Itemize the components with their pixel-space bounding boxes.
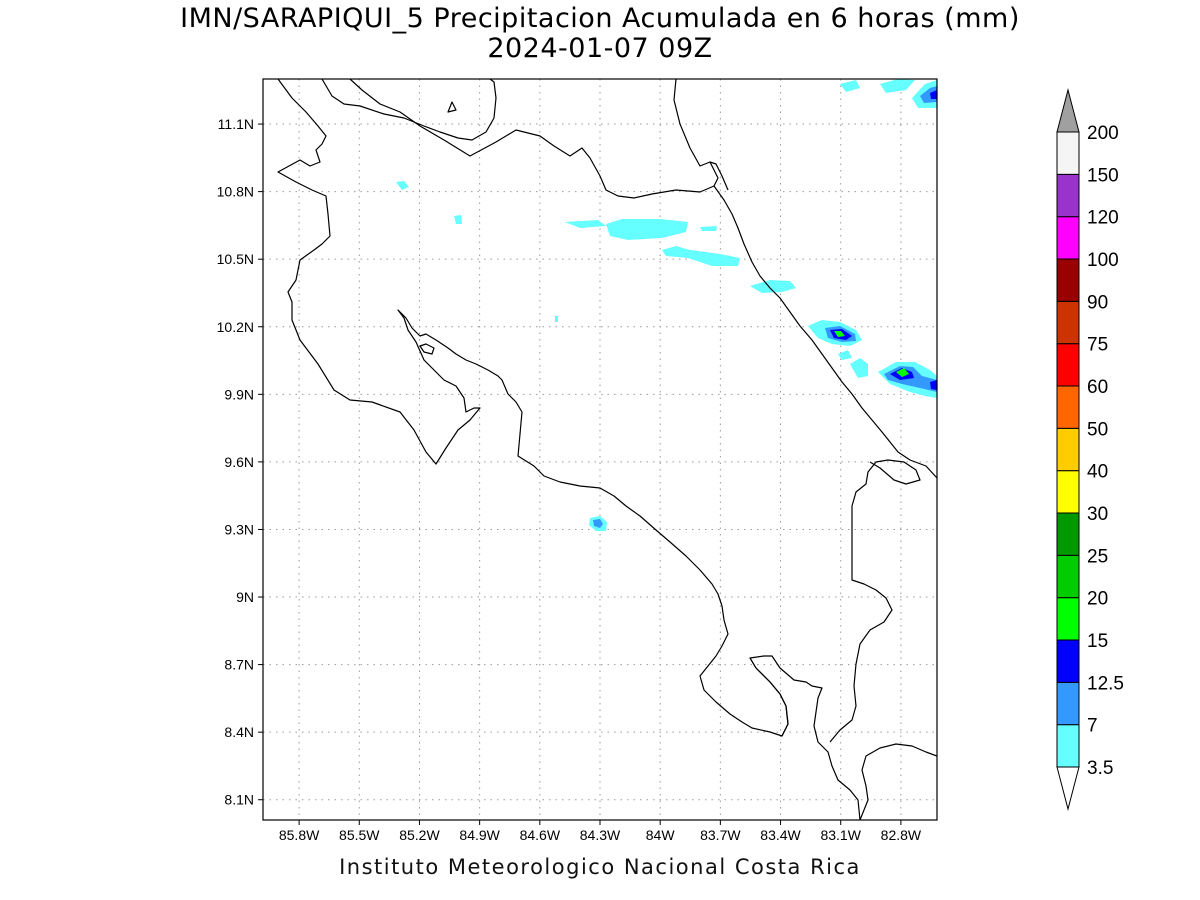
precip-area-7: [593, 519, 603, 528]
panama-coastline: [859, 743, 937, 820]
nicaragua-border: [349, 79, 729, 199]
map-subtitle: 2024-01-07 09Z: [487, 33, 713, 64]
lat-tick-label: 8.7N: [224, 657, 254, 673]
legend-color-box: [1056, 258, 1080, 302]
lat-tick-label: 10.5N: [217, 251, 254, 267]
lon-tick-label: 83.1W: [820, 827, 861, 843]
legend-level-label: 25: [1087, 546, 1108, 567]
precip-area-3.5: [840, 80, 860, 92]
lon-tick-label: 83.4W: [760, 827, 801, 843]
lat-tick-label: 9.9N: [224, 386, 254, 402]
precip-area-3.5: [454, 215, 462, 224]
lat-tick-label: 10.2N: [217, 319, 254, 335]
lat-tick-label: 11.1N: [218, 116, 254, 132]
legend-level-label: 20: [1087, 589, 1108, 610]
lat-tick-label: 8.4N: [224, 724, 254, 740]
lat-tick-label: 8.1N: [224, 792, 254, 808]
legend-color-box: [1056, 173, 1080, 218]
lat-tick-label: 9.3N: [224, 521, 254, 537]
precip-area-3.5: [880, 79, 915, 93]
lon-tick-label: 83.7W: [700, 827, 741, 843]
lat-tick-label: 9N: [236, 589, 254, 605]
caribbean-coastline: [713, 185, 937, 479]
legend-color-box: [1056, 470, 1080, 514]
legend-color-box: [1056, 554, 1080, 599]
precip-area-3.5: [700, 226, 717, 231]
precip-area-15: [896, 368, 909, 377]
legend-top-arrow: [1056, 88, 1080, 133]
legend-level-label: 100: [1087, 250, 1119, 271]
san-juan-river: [673, 79, 711, 167]
precip-area-12.5: [930, 380, 937, 390]
legend-color-box: [1056, 216, 1080, 260]
legend-level-label: 60: [1087, 377, 1108, 398]
map-footer: Instituto Meteorologico Nacional Costa R…: [339, 855, 861, 879]
legend-level-label: 75: [1087, 335, 1108, 356]
legend-color-box: [1056, 385, 1080, 429]
panama-border: [829, 459, 921, 743]
legend-bottom-arrow: [1056, 766, 1080, 811]
legend-color-box: [1056, 343, 1080, 387]
precipitation-areas: [396, 79, 937, 531]
precip-area-3.5: [396, 181, 409, 190]
lon-tick-label: 84.9W: [459, 827, 500, 843]
legend-level-label: 120: [1087, 208, 1119, 229]
lon-tick-label: 85.2W: [399, 827, 440, 843]
lat-tick-label: 10.8N: [217, 184, 254, 200]
lon-tick-label: 85.5W: [339, 827, 380, 843]
coastlines: [277, 79, 937, 820]
legend-level-label: 15: [1087, 631, 1108, 652]
legend-color-box: [1056, 597, 1080, 641]
precip-area-12.5: [930, 90, 937, 99]
precip-area-3.5: [850, 358, 868, 378]
legend-color-box: [1056, 427, 1080, 472]
nicaragua-island: [447, 101, 457, 113]
lon-tick-label: 84.6W: [520, 827, 561, 843]
legend-level-label: 200: [1087, 123, 1119, 144]
lon-tick-label: 82.8W: [881, 827, 922, 843]
precip-area-3.5: [662, 246, 740, 266]
lake-island: [419, 343, 435, 355]
legend-level-label: 30: [1087, 504, 1108, 525]
lon-tick-label: 84.3W: [580, 827, 621, 843]
legend-color-box: [1056, 639, 1080, 683]
latitude-ticks: 11.1N 10.8N 10.5N 10.2N 9.9N 9.6N 9.3N 9N 8.7N 8.…: [217, 116, 263, 808]
longitude-ticks: 85.8W 85.5W 85.2W 84.9W 84.6W 84.3W 84W 83.7W 83…: [279, 820, 922, 843]
legend-level-label: 12.5: [1087, 673, 1124, 694]
legend-color-box: [1056, 512, 1080, 556]
legend-level-label: 90: [1087, 292, 1108, 313]
lon-tick-label: 85.8W: [279, 827, 320, 843]
pacific-coastline: [277, 79, 861, 820]
precip-area-15: [834, 331, 845, 337]
precip-area-3.5: [565, 220, 606, 228]
pacific-coastline-osa: [749, 657, 789, 737]
map-grid: [263, 79, 937, 820]
color-legend: 3.5 7 12.5 15 20 25 30 40 50 60 75 90 100 120 150 200: [1056, 88, 1124, 811]
legend-color-box: [1056, 724, 1080, 768]
legend-level-label: 3.5: [1087, 758, 1113, 779]
legend-level-label: 40: [1087, 462, 1108, 483]
lat-tick-label: 9.6N: [224, 454, 254, 470]
legend-level-label: 150: [1087, 165, 1119, 186]
legend-level-label: 50: [1087, 419, 1108, 440]
legend-level-label: 7: [1087, 716, 1098, 737]
precip-area-3.5: [750, 280, 796, 293]
lon-tick-label: 84W: [646, 827, 676, 843]
map-title: IMN/SARAPIQUI_5 Precipitacion Acumulada …: [180, 3, 1020, 34]
precip-area-3.5: [838, 350, 852, 360]
legend-color-box: [1056, 131, 1080, 175]
nicaragua-lake-shore: [321, 79, 497, 141]
precip-area-3.5: [606, 219, 688, 240]
precip-area-3.5: [555, 316, 558, 322]
legend-color-box: [1056, 681, 1080, 726]
legend-color-box: [1056, 300, 1080, 345]
